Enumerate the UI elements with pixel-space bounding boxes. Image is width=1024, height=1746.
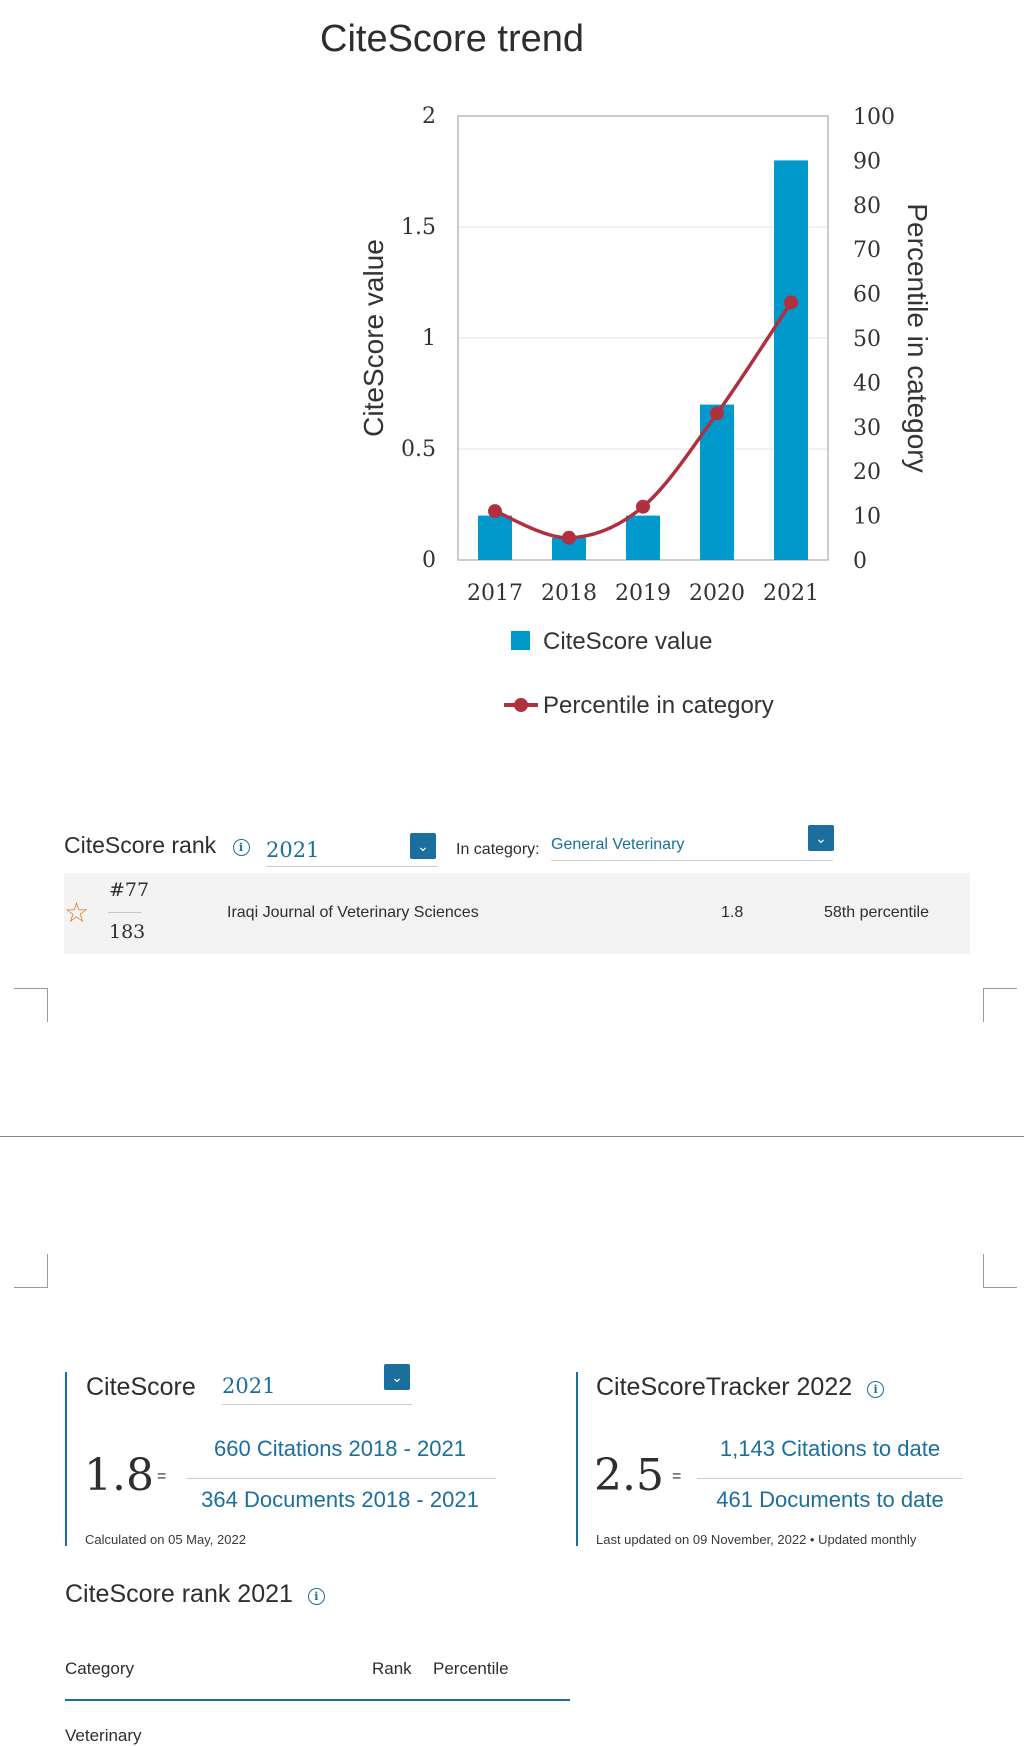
info-icon[interactable]: i <box>307 1588 325 1605</box>
y-axis-title: CiteScore value <box>358 239 389 437</box>
chevron-down-icon[interactable]: ⌄ <box>384 1364 410 1390</box>
rank-year-value: 2021 <box>266 838 320 862</box>
line-point <box>784 295 798 310</box>
equals-sign: = <box>157 1468 167 1485</box>
journal-name[interactable]: Iraqi Journal of Veterinary Sciences <box>227 904 479 921</box>
citescore-rank-label: CiteScore rank i <box>64 832 250 859</box>
tracker-denominator[interactable]: 461 Documents to date <box>716 1487 944 1512</box>
x-tick-label: 2017 <box>467 581 523 606</box>
legend-label: CiteScore value <box>543 628 712 655</box>
citescore-year-select[interactable]: 2021 <box>222 1374 412 1405</box>
tracker-label-row: CiteScoreTracker 2022 i <box>596 1373 885 1402</box>
citescore-accent-bar <box>65 1372 67 1546</box>
journal-percentile: 58th percentile <box>824 904 929 921</box>
bar <box>478 515 512 560</box>
table-row-category: Veterinary <box>65 1726 142 1745</box>
y2-tick-label: 0 <box>853 549 867 574</box>
tracker-value: 2.5 <box>594 1450 664 1501</box>
rank-year-select[interactable]: 2021 <box>266 838 438 867</box>
legend-label: Percentile in category <box>543 692 774 719</box>
y-tick-label: 1 <box>422 326 436 351</box>
y2-tick-label: 60 <box>853 283 881 308</box>
fraction-line <box>186 1478 496 1479</box>
rank-row: ☆ #77 183 Iraqi Journal of Veterinary Sc… <box>64 873 970 954</box>
page-corner-mark <box>14 988 48 1022</box>
x-tick-label: 2018 <box>541 581 597 606</box>
y-tick-label: 0.5 <box>401 437 436 462</box>
rank-category-select[interactable]: General Veterinary <box>551 836 833 861</box>
info-icon[interactable]: i <box>232 839 250 856</box>
legend-swatch-bar <box>511 631 530 650</box>
column-header-rank: Rank <box>372 1659 412 1678</box>
column-header-percentile: Percentile <box>433 1659 509 1678</box>
y2-tick-label: 20 <box>853 460 881 485</box>
info-icon[interactable]: i <box>867 1381 885 1398</box>
rank-table-title-row: CiteScore rank 2021 i <box>65 1580 325 1609</box>
x-tick-label: 2021 <box>763 581 819 606</box>
column-header-category: Category <box>65 1659 134 1678</box>
citescore-year-value: 2021 <box>222 1374 276 1398</box>
page-corner-mark <box>14 1254 48 1288</box>
rank-total: 183 <box>109 921 146 943</box>
line-point <box>636 499 650 514</box>
fraction-line <box>697 1478 963 1479</box>
bar <box>626 515 660 560</box>
page-corner-mark <box>983 988 1017 1022</box>
bar <box>552 537 586 560</box>
citescore-denominator[interactable]: 364 Documents 2018 - 2021 <box>201 1487 479 1512</box>
chart-title: CiteScore trend <box>320 18 585 60</box>
x-tick-label: 2020 <box>689 581 745 606</box>
citescore-label: CiteScore <box>86 1373 196 1401</box>
line-point <box>710 406 724 421</box>
chevron-down-icon[interactable]: ⌄ <box>410 833 436 859</box>
page-separator <box>0 1136 1024 1137</box>
tracker-accent-bar <box>576 1372 578 1546</box>
table-header-underline <box>65 1699 570 1701</box>
y-tick-label: 1.5 <box>401 215 436 240</box>
journal-score: 1.8 <box>721 904 744 921</box>
citescore-numerator[interactable]: 660 Citations 2018 - 2021 <box>214 1436 466 1461</box>
rank-position: #77 <box>109 879 150 901</box>
x-tick-label: 2019 <box>615 581 671 606</box>
bar <box>774 160 808 560</box>
line-point <box>562 530 576 545</box>
y2-tick-label: 100 <box>853 105 895 130</box>
y2-tick-label: 10 <box>853 505 881 530</box>
rank-category-value: General Veterinary <box>551 836 685 853</box>
line-point <box>488 504 502 519</box>
y2-tick-label: 70 <box>853 238 881 263</box>
tracker-updated-note: Last updated on 09 November, 2022 • Upda… <box>596 1532 917 1547</box>
citescore-calculated-note: Calculated on 05 May, 2022 <box>85 1532 246 1547</box>
y2-tick-label: 90 <box>853 149 881 174</box>
y2-tick-label: 80 <box>853 194 881 219</box>
rank-divider <box>108 912 142 913</box>
y2-tick-label: 40 <box>853 371 881 396</box>
y2-tick-label: 50 <box>853 327 881 352</box>
in-category-label: In category: <box>456 841 540 858</box>
star-icon[interactable]: ☆ <box>64 897 90 928</box>
y-tick-label: 2 <box>422 104 436 129</box>
y2-tick-label: 30 <box>853 416 881 441</box>
legend-swatch-point <box>514 698 528 712</box>
rank-table-title: CiteScore rank 2021 <box>65 1580 293 1608</box>
equals-sign: = <box>672 1468 682 1485</box>
y-tick-label: 0 <box>422 548 436 573</box>
citescore-value: 1.8 <box>84 1450 154 1501</box>
tracker-numerator[interactable]: 1,143 Citations to date <box>719 1436 941 1461</box>
citescore-rank-label-text: CiteScore rank <box>64 832 217 858</box>
page-corner-mark <box>983 1254 1017 1288</box>
y2-axis-title: Percentile in category <box>902 203 933 472</box>
chevron-down-icon[interactable]: ⌄ <box>808 825 834 851</box>
tracker-label: CiteScoreTracker 2022 <box>596 1373 853 1401</box>
